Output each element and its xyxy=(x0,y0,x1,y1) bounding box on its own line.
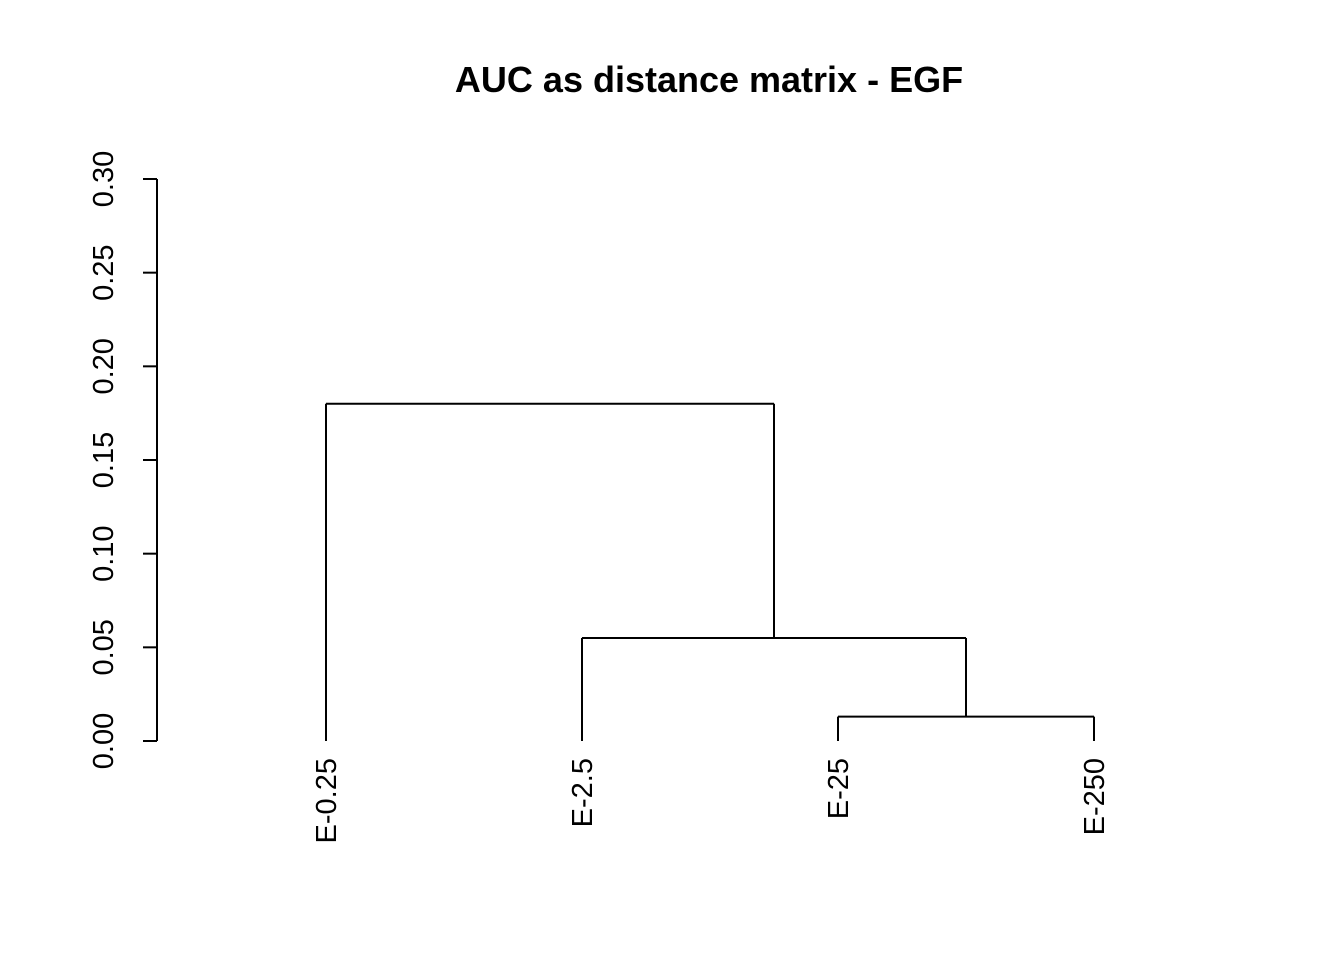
y-tick-label: 0.00 xyxy=(88,713,120,769)
y-tick-label: 0.25 xyxy=(88,244,120,300)
leaf-label: E-250 xyxy=(1079,758,1111,835)
y-axis: 0.00 0.05 0.10 0.15 0.20 0.25 0.30 xyxy=(88,151,157,769)
leaf-label: E-25 xyxy=(823,758,855,819)
y-tick-label: 0.05 xyxy=(88,619,120,675)
y-tick-label: 0.15 xyxy=(88,432,120,488)
leaf-label: E-0.25 xyxy=(311,758,343,843)
dendrogram-branches xyxy=(325,402,1095,741)
chart-title: AUC as distance matrix - EGF xyxy=(455,59,963,100)
leaf-label: E-2.5 xyxy=(567,758,599,827)
y-tick-label: 0.30 xyxy=(88,151,120,207)
leaf-labels: E-0.25 E-2.5 E-25 E-250 xyxy=(311,758,1111,843)
y-tick-label: 0.10 xyxy=(88,525,120,581)
y-tick-label: 0.20 xyxy=(88,338,120,394)
